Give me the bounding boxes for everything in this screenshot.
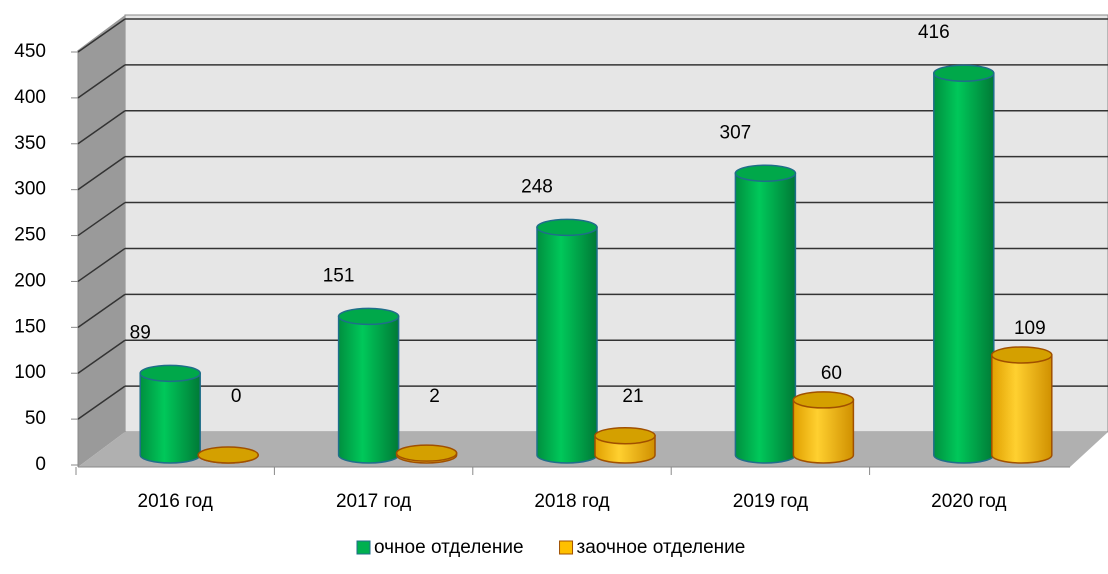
value-label: 89	[130, 322, 151, 343]
bar	[139, 372, 201, 464]
value-label: 2	[429, 386, 440, 407]
grid-line	[77, 339, 126, 374]
x-tick-label: 2020 год	[931, 491, 1006, 512]
x-tick-label: 2019 год	[733, 491, 808, 512]
value-label: 248	[521, 176, 553, 197]
side-wall	[78, 15, 125, 467]
x-tick-label: 2018 год	[534, 491, 609, 512]
x-tick-label: 2016 год	[138, 491, 213, 512]
bar-top	[536, 218, 598, 237]
grid-line	[77, 64, 126, 99]
bar-top	[139, 364, 201, 383]
value-label: 151	[323, 265, 355, 286]
y-tick-label: 400	[14, 87, 46, 108]
bar	[792, 399, 855, 464]
y-tick-label: 0	[35, 454, 46, 475]
bar-top	[337, 307, 400, 326]
y-tick-label: 250	[14, 225, 46, 246]
bar	[734, 172, 797, 464]
value-label: 0	[231, 386, 242, 407]
bar	[536, 226, 598, 464]
grid-line	[77, 156, 126, 191]
value-label: 60	[821, 363, 842, 384]
legend-swatch	[356, 540, 371, 555]
bar-top	[594, 426, 656, 445]
value-label: 307	[720, 122, 752, 143]
legend-swatch	[559, 540, 574, 555]
grid-line	[77, 18, 126, 53]
y-tick-label: 350	[14, 133, 46, 154]
bar-top	[734, 164, 797, 182]
grid-line	[77, 293, 126, 328]
y-tick-label: 50	[25, 408, 46, 429]
y-tick-label: 100	[14, 362, 46, 383]
bar	[991, 354, 1053, 464]
value-label: 21	[622, 386, 643, 407]
y-tick-label: 450	[14, 41, 46, 62]
legend-label: очное отделение	[374, 537, 524, 558]
y-tick-label: 150	[14, 316, 46, 337]
bar	[933, 72, 995, 464]
grid-line	[77, 201, 126, 237]
value-label: 416	[918, 22, 950, 43]
bar-top	[197, 446, 259, 464]
grid-line	[77, 385, 126, 420]
y-tick-label: 200	[14, 270, 46, 291]
bar-top	[991, 346, 1053, 364]
bar-top	[933, 64, 995, 82]
legend-label: заочное отделение	[577, 537, 746, 558]
bar-top	[792, 391, 855, 409]
bar	[337, 315, 400, 464]
value-label: 109	[1014, 318, 1046, 339]
grid-line	[77, 247, 126, 283]
y-tick-label: 300	[14, 179, 46, 200]
bar-top	[395, 444, 458, 462]
x-tick-label: 2017 год	[336, 491, 411, 512]
grid-line	[77, 110, 126, 145]
